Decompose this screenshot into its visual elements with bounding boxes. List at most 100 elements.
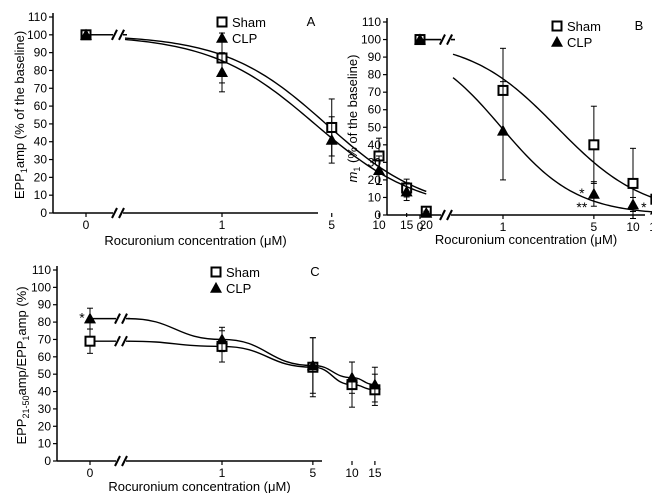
series-break-slash-1 [114,313,121,325]
x-tick-label: 10 [372,218,386,232]
y-tick-label: 80 [368,68,382,82]
y-axis-label-part: amp (% of the baseline) [12,31,27,168]
x-axis-break-slash-1 [114,455,121,467]
y-tick-label: 100 [31,280,51,294]
y-tick-label: 70 [38,332,52,346]
legend-label: CLP [567,35,592,50]
x-axis-label: Rocuronium concentration (μM) [108,479,290,493]
data-point [84,335,96,347]
x-tick-label: 10 [626,220,640,234]
y-tick-label: 0 [40,206,47,220]
legend-label: Sham [567,19,601,34]
y-tick-label: 90 [368,50,382,64]
y-tick-label: 20 [368,173,382,187]
data-point [83,312,97,324]
x-axis-break-slash-2 [121,455,128,467]
y-tick-label: 110 [32,263,51,277]
x-axis-label: Rocuronium concentration (μM) [104,233,286,248]
data-point [306,359,319,371]
y-tick-label: 20 [34,170,48,184]
series-break-slash-2 [121,313,128,325]
panel-letter: A [307,14,316,29]
legend-marker [209,281,223,293]
series-curve [127,317,375,386]
series-sham [84,328,381,408]
panel-letter: B [635,18,644,33]
y-axis-label: EPP1amp (% of the baseline) [12,31,29,199]
legend-marker [550,35,564,47]
significance-marker: * [579,185,585,201]
data-point [400,185,413,197]
y-tick-label: 80 [38,315,52,329]
y-tick-label: 40 [34,135,48,149]
y-axis-label-part: m [345,171,360,182]
y-axis-label-subscript: 1 [19,168,29,173]
y-tick-label: 0 [374,208,381,222]
x-tick-label: 15 [400,218,414,232]
y-tick-label: 100 [27,28,47,42]
panel-letter: C [310,264,319,279]
y-tick-label: 40 [38,385,52,399]
y-tick-label: 110 [28,10,47,24]
data-point [496,124,510,136]
y-tick-label: 10 [38,437,52,451]
y-tick-label: 90 [34,46,48,60]
x-axis-break-slash-1 [111,207,118,219]
x-axis-break-gap [113,208,123,218]
y-tick-label: 80 [34,63,48,77]
x-tick-label: 10 [345,466,359,480]
data-point [413,33,427,45]
x-tick-label: 0 [417,220,424,234]
y-axis-label-subscript: 1 [352,167,362,172]
x-axis-break-gap [116,456,126,466]
data-point [372,164,386,176]
y-tick-label: 20 [38,419,52,433]
y-tick-label: 50 [38,367,52,381]
series-break-gap [441,34,451,45]
x-axis-label: Rocuronium concentration (μM) [435,232,617,247]
y-tick-label: 10 [34,188,48,202]
series-break-slash-1 [111,29,118,41]
data-point [325,133,338,145]
y-axis-label-part: EPP [14,419,29,445]
x-tick-label: 15 [368,466,382,480]
series-clp [413,33,652,215]
y-tick-label: 60 [38,350,52,364]
series-break-slash-2 [118,29,125,41]
data-point [79,28,93,40]
x-tick-label: 15 [649,220,652,234]
legend-label: Sham [232,15,266,30]
x-axis-break-slash-2 [446,209,453,221]
x-tick-label: 20 [420,218,434,232]
series-curve [127,340,375,391]
y-tick-label: 50 [368,120,382,134]
y-axis-label: m1 (% of the baseline) [345,55,362,183]
legend-marker [210,266,222,278]
x-axis-break-slash-2 [118,207,125,219]
x-axis-break-gap [441,210,451,220]
x-tick-label: 5 [328,218,335,232]
y-axis-label-part: EPP [12,173,27,199]
legend-marker [216,16,228,28]
y-tick-label: 60 [34,99,48,113]
data-point [368,378,381,390]
y-axis-label-part: (% of the baseline) [345,55,360,167]
x-tick-label: 1 [219,466,226,480]
legend-label: CLP [226,281,251,296]
y-tick-label: 70 [34,81,48,95]
significance-marker: * [79,310,85,326]
y-tick-label: 30 [34,153,48,167]
legend-label: Sham [226,265,260,280]
x-axis-break-slash-1 [439,209,446,221]
series-curve [124,37,427,193]
x-tick-label: 5 [591,220,598,234]
x-tick-label: 0 [83,218,90,232]
y-tick-label: 10 [368,190,382,204]
series-break-slash-1 [114,335,121,347]
y-axis-label: EPP21-50amp/EPP1amp (%) [14,286,31,444]
data-point [588,139,600,151]
data-point [345,371,359,383]
data-point [587,187,600,199]
